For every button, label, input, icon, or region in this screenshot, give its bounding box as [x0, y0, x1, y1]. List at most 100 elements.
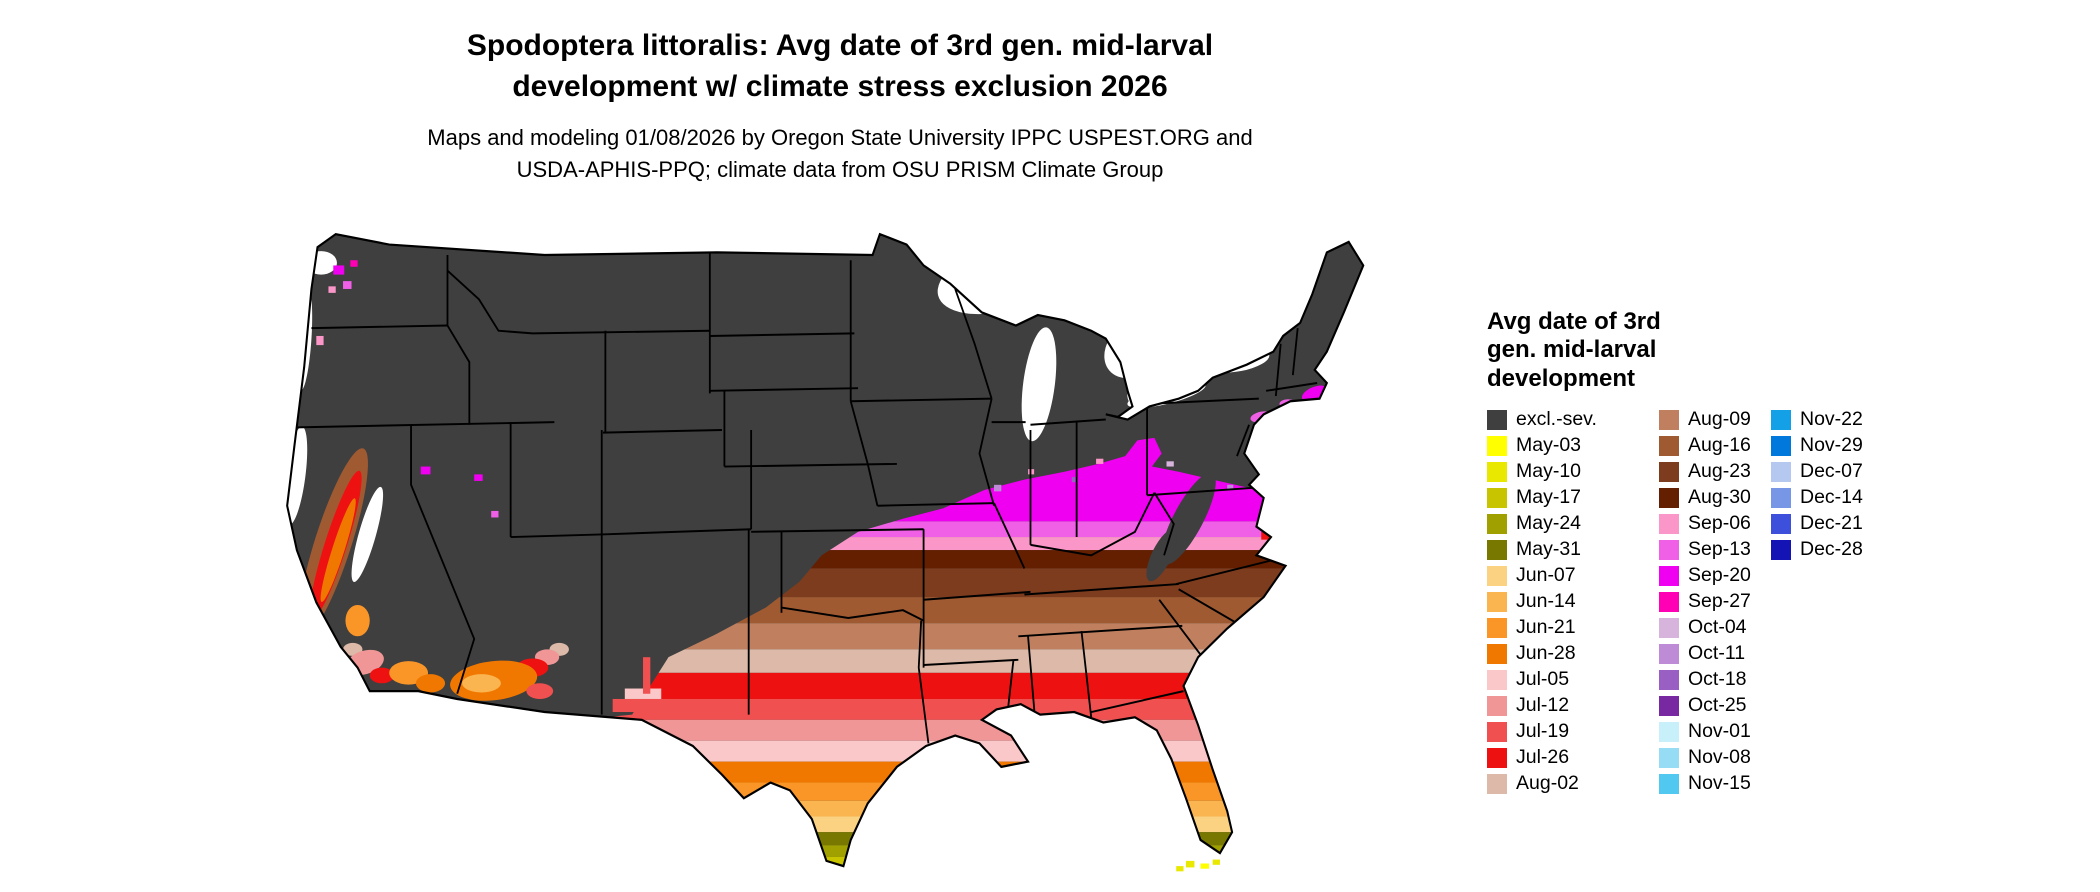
- legend-item-label: Nov-22: [1800, 408, 1863, 431]
- legend-swatch: [1659, 773, 1679, 794]
- legend-swatch: [1771, 435, 1791, 456]
- legend-swatch: [1487, 513, 1507, 534]
- legend-item-label: Sep-27: [1688, 590, 1751, 613]
- legend-swatch: [1487, 773, 1507, 794]
- legend-item: Jul-12: [1487, 693, 1659, 719]
- legend-item: Nov-22: [1771, 407, 1863, 433]
- legend-item-label: Jun-28: [1516, 642, 1576, 665]
- legend-item: Dec-07: [1771, 459, 1863, 485]
- map-arizona-patches: [450, 642, 569, 701]
- legend-swatch: [1487, 539, 1507, 560]
- legend-swatch: [1487, 487, 1507, 508]
- legend-swatch: [1659, 409, 1679, 430]
- legend-item: Jun-14: [1487, 589, 1659, 615]
- map-subtitle-line2: USDA-APHIS-PPQ; climate data from OSU PR…: [516, 156, 1164, 182]
- legend-item-label: May-17: [1516, 486, 1582, 509]
- legend-item-label: Aug-16: [1688, 434, 1751, 457]
- legend-item-label: Aug-09: [1688, 408, 1751, 431]
- legend-item: Jul-05: [1487, 667, 1659, 693]
- legend-item: Sep-13: [1659, 537, 1771, 563]
- legend-column: excl.-sev. May-03 May-10 May-17 May-24 May-31…: [1487, 407, 1659, 797]
- legend-swatch: [1771, 539, 1791, 560]
- legend-swatch: [1771, 409, 1791, 430]
- legend-swatch: [1487, 617, 1507, 638]
- legend-swatch: [1487, 643, 1507, 664]
- legend-swatch: [1771, 461, 1791, 482]
- map-band: [605, 845, 1364, 857]
- map-title-line2: development w/ climate stress exclusion …: [512, 69, 1168, 103]
- lake-michigan: [1021, 327, 1057, 442]
- legend-swatch: [1659, 695, 1679, 716]
- legend-column: Aug-09 Aug-16 Aug-23 Aug-30 Sep-06 Sep-13 Sep-…: [1659, 407, 1771, 797]
- legend-item: Nov-08: [1659, 745, 1771, 771]
- legend-item-label: excl.-sev.: [1516, 408, 1597, 431]
- legend-item: Sep-06: [1659, 511, 1771, 537]
- map-band: [605, 719, 1364, 741]
- map-subtitle: Maps and modeling 01/08/2026 by Oregon S…: [0, 122, 1680, 186]
- legend-swatch: [1659, 461, 1679, 482]
- legend-item: Nov-01: [1659, 719, 1771, 745]
- legend-item-label: Oct-11: [1688, 642, 1746, 665]
- legend-item: Jun-28: [1487, 641, 1659, 667]
- legend-item-label: Oct-25: [1688, 694, 1747, 717]
- legend-swatch: [1659, 513, 1679, 534]
- legend-swatch: [1659, 565, 1679, 586]
- legend-item-label: Sep-20: [1688, 564, 1751, 587]
- state-borders: [296, 252, 1318, 744]
- legend-swatch: [1487, 591, 1507, 612]
- legend-swatch: [1659, 435, 1679, 456]
- legend-item-label: Nov-15: [1688, 772, 1751, 795]
- map-appalachian-excluded: [1146, 472, 1216, 582]
- legend-item: Nov-29: [1771, 433, 1863, 459]
- legend-item-label: Nov-08: [1688, 746, 1751, 769]
- map-band: [605, 698, 1364, 720]
- legend-columns: excl.-sev. May-03 May-10 May-17 May-24 May-31…: [1487, 407, 1863, 797]
- legend-item-label: Aug-02: [1516, 772, 1579, 795]
- legend: Avg date of 3rd gen. mid-larval developm…: [1487, 308, 1863, 797]
- map-california-valley: [298, 448, 370, 637]
- legend-item-label: Sep-13: [1688, 538, 1751, 561]
- map-band: [605, 672, 1364, 699]
- legend-item-label: Nov-29: [1800, 434, 1863, 457]
- map-band: [605, 869, 1407, 878]
- map-band: [605, 816, 1364, 833]
- map-band: [605, 800, 1364, 817]
- legend-item-label: Jun-21: [1516, 616, 1576, 639]
- legend-title: Avg date of 3rd gen. mid-larval developm…: [1487, 308, 1863, 393]
- legend-swatch: [1659, 721, 1679, 742]
- map-band: [605, 832, 1364, 846]
- legend-item: Jul-26: [1487, 745, 1659, 771]
- legend-swatch: [1659, 617, 1679, 638]
- legend-item: Aug-23: [1659, 459, 1771, 485]
- legend-swatch: [1487, 461, 1507, 482]
- legend-item: Sep-27: [1659, 589, 1771, 615]
- map-band: [605, 878, 1407, 887]
- legend-swatch: [1487, 747, 1507, 768]
- legend-item: May-03: [1487, 433, 1659, 459]
- legend-item-label: Dec-28: [1800, 538, 1863, 561]
- legend-item: Nov-15: [1659, 771, 1771, 797]
- legend-swatch: [1659, 539, 1679, 560]
- legend-item: Aug-02: [1487, 771, 1659, 797]
- legend-title-line2: gen. mid-larval: [1487, 336, 1657, 364]
- legend-item: Oct-11: [1659, 641, 1771, 667]
- us-outline: [286, 232, 1365, 868]
- us-development-map: [286, 232, 1407, 887]
- map-band: [605, 856, 1364, 867]
- legend-item: Aug-09: [1659, 407, 1771, 433]
- legend-swatch: [1659, 591, 1679, 612]
- florida-keys: [1176, 859, 1220, 872]
- legend-item-label: Oct-18: [1688, 668, 1747, 691]
- legend-item-label: May-31: [1516, 538, 1582, 561]
- map-band: [605, 782, 1364, 801]
- legend-item-label: Jun-07: [1516, 564, 1576, 587]
- legend-swatch: [1659, 747, 1679, 768]
- legend-item: May-24: [1487, 511, 1659, 537]
- legend-item: Oct-04: [1659, 615, 1771, 641]
- legend-item-label: Nov-01: [1688, 720, 1751, 743]
- legend-item: excl.-sev.: [1487, 407, 1659, 433]
- legend-item: Aug-30: [1659, 485, 1771, 511]
- legend-swatch: [1771, 513, 1791, 534]
- legend-item-label: Aug-30: [1688, 486, 1751, 509]
- legend-swatch: [1487, 721, 1507, 742]
